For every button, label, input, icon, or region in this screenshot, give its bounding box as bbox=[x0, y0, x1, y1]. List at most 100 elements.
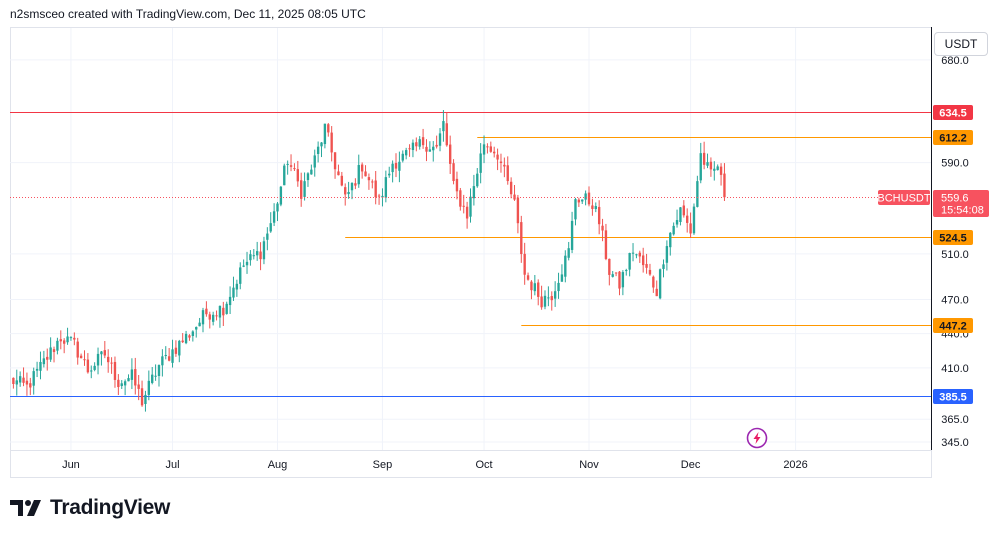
time-tick-label: Jun bbox=[62, 459, 80, 471]
candle-body bbox=[631, 252, 635, 254]
candle-body bbox=[310, 169, 313, 175]
price-tick-label: 365.0 bbox=[941, 414, 969, 426]
candle-body bbox=[428, 149, 432, 152]
candle-body bbox=[557, 282, 560, 292]
candle-body bbox=[601, 225, 604, 231]
candle-body bbox=[249, 254, 252, 261]
candle-body bbox=[411, 142, 415, 151]
price-tick-label: 345.0 bbox=[941, 437, 969, 449]
candle-body bbox=[306, 173, 310, 181]
candle-body bbox=[672, 225, 675, 235]
candle-body bbox=[344, 187, 347, 195]
candle-body bbox=[587, 192, 591, 205]
candle-body bbox=[665, 246, 669, 263]
candle-body bbox=[59, 339, 62, 342]
candle-body bbox=[574, 199, 577, 220]
candle-body bbox=[543, 295, 547, 307]
candle-body bbox=[117, 379, 120, 388]
candle-body bbox=[289, 165, 293, 167]
candle-body bbox=[181, 340, 184, 343]
candle-body bbox=[120, 383, 123, 387]
candle-body bbox=[459, 190, 462, 207]
candle-body bbox=[635, 254, 638, 256]
candle-body bbox=[645, 263, 648, 268]
candle-body bbox=[266, 233, 269, 240]
lightning-icon[interactable] bbox=[746, 427, 768, 449]
candle-body bbox=[564, 255, 567, 277]
last-price-marker: BCHUSDT 559.6 15:54:08 bbox=[877, 190, 989, 217]
candle-body bbox=[350, 182, 354, 191]
candle-body bbox=[69, 337, 73, 339]
candle-body bbox=[469, 196, 472, 217]
candle-body bbox=[702, 152, 706, 165]
candle-body bbox=[625, 270, 628, 272]
candle-body bbox=[195, 327, 198, 330]
currency-selector[interactable]: USDT bbox=[934, 32, 988, 56]
candle-body bbox=[147, 380, 151, 395]
candle-body bbox=[584, 193, 587, 200]
candle-body bbox=[638, 252, 641, 257]
price-tick-label: 470.0 bbox=[941, 294, 969, 306]
candle-body bbox=[330, 132, 333, 153]
candle-body bbox=[316, 146, 320, 154]
candle-body bbox=[499, 161, 503, 164]
candle-body bbox=[398, 161, 401, 171]
candle-body bbox=[76, 341, 79, 358]
candle-body bbox=[96, 353, 100, 366]
candle-body bbox=[259, 251, 262, 260]
candle-body bbox=[62, 340, 66, 344]
candle-body bbox=[279, 186, 283, 205]
time-axis-ticks: Jun Jul Aug Sep Oct Nov Dec 2026 bbox=[62, 459, 808, 471]
candle-body bbox=[537, 282, 540, 297]
candle-body bbox=[198, 322, 201, 327]
candle-body bbox=[391, 163, 394, 173]
time-axis-frame bbox=[10, 450, 932, 478]
candle-body bbox=[723, 173, 726, 198]
candle-body bbox=[432, 146, 435, 151]
candle-body bbox=[167, 356, 171, 361]
candle-body bbox=[523, 253, 526, 275]
level-tag bbox=[933, 105, 973, 120]
candle-body bbox=[252, 255, 255, 257]
tradingview-logo-text: TradingView bbox=[50, 496, 171, 519]
candle-body bbox=[476, 173, 479, 187]
candle-body bbox=[18, 376, 22, 383]
candle-body bbox=[489, 146, 493, 152]
candle-body bbox=[205, 308, 208, 315]
candle-body bbox=[228, 296, 232, 306]
candle-body bbox=[496, 154, 499, 160]
candle-body bbox=[347, 191, 350, 195]
candle-body bbox=[404, 150, 408, 156]
candle-body bbox=[208, 314, 211, 320]
grid bbox=[10, 28, 931, 450]
candle-body bbox=[675, 220, 679, 225]
candle-body bbox=[591, 205, 594, 209]
level-tag bbox=[933, 130, 973, 145]
candle-body bbox=[93, 365, 96, 370]
candle-body bbox=[66, 336, 69, 343]
tradingview-logo[interactable]: TradingView bbox=[10, 496, 170, 520]
candle-body bbox=[245, 261, 249, 266]
candle-body bbox=[374, 180, 377, 198]
candle-body bbox=[225, 303, 228, 314]
candle-body bbox=[503, 164, 506, 167]
candle-body bbox=[239, 267, 242, 284]
level-tag-label: 524.5 bbox=[939, 233, 967, 245]
candle-body bbox=[235, 283, 239, 290]
last-price-value: 559.6 bbox=[941, 193, 969, 205]
candle-body bbox=[438, 133, 442, 146]
candle-body bbox=[658, 269, 662, 299]
candle-body bbox=[692, 206, 696, 234]
candle-body bbox=[364, 171, 367, 177]
candle-body bbox=[161, 356, 164, 366]
candle-body bbox=[42, 358, 46, 365]
candle-body bbox=[83, 359, 86, 361]
candle-body bbox=[157, 365, 161, 376]
candle-body bbox=[218, 305, 222, 318]
candle-body bbox=[134, 369, 137, 386]
candle-body bbox=[384, 177, 388, 198]
candle-body bbox=[333, 152, 337, 170]
candle-body bbox=[367, 177, 371, 181]
